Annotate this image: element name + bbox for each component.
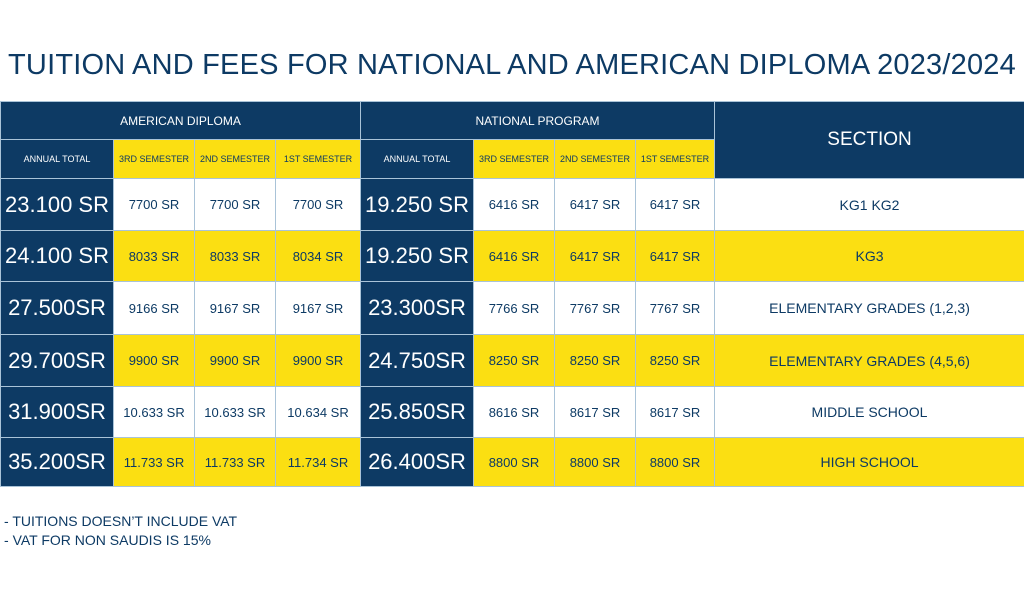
american-2nd-semester-cell: 9900 SR (194, 334, 276, 387)
national-3rd-semester-cell: 6416 SR (473, 230, 555, 282)
american-1st-semester-cell: 9167 SR (275, 281, 361, 335)
national-2nd-semester-cell: 8800 SR (554, 437, 636, 487)
group-header-row: AMERICAN DIPLOMA NATIONAL PROGRAM SECTIO… (0, 101, 1024, 179)
national-1st-semester-cell: 6417 SR (634, 178, 716, 231)
note-vat-rate: VAT FOR NON SAUDIS IS 15% (4, 531, 237, 550)
table-row: 27.500SR 9166 SR 9167 SR 9167 SR 23.300SR 776… (0, 281, 1024, 335)
american-diploma-header: AMERICAN DIPLOMA (0, 101, 361, 140)
national-3rd-semester-cell: 8250 SR (473, 334, 555, 387)
american-1st-semester-header: 1ST SEMESTER (275, 139, 361, 179)
notes-list: TUITIONS DOESN’T INCLUDE VAT VAT FOR NON… (4, 512, 237, 550)
section-name-cell: MIDDLE SCHOOL (714, 386, 1024, 438)
section-name-cell: KG1 KG2 (714, 178, 1024, 231)
section-name-cell: KG3 (714, 230, 1024, 282)
national-annual-total-cell: 19.250 SR (360, 230, 474, 282)
national-3rd-semester-cell: 8616 SR (473, 386, 555, 438)
national-program-header: NATIONAL PROGRAM (359, 101, 716, 140)
american-annual-total-header: ANNUAL TOTAL (0, 139, 114, 179)
american-annual-total-cell: 29.700SR (0, 334, 114, 387)
national-1st-semester-cell: 8800 SR (634, 437, 716, 487)
american-2nd-semester-cell: 10.633 SR (194, 386, 276, 438)
american-3rd-semester-cell: 8033 SR (113, 230, 195, 282)
section-header: SECTION (714, 101, 1024, 179)
table-row: 35.200SR 11.733 SR 11.733 SR 11.734 SR 26.40… (0, 437, 1024, 487)
american-1st-semester-cell: 10.634 SR (275, 386, 361, 438)
american-annual-total-cell: 31.900SR (0, 386, 114, 438)
national-2nd-semester-cell: 6417 SR (554, 230, 636, 282)
page-title: TUITION AND FEES FOR NATIONAL AND AMERIC… (8, 49, 1016, 81)
national-2nd-semester-cell: 6417 SR (554, 178, 636, 231)
american-1st-semester-cell: 8034 SR (275, 230, 361, 282)
american-2nd-semester-cell: 11.733 SR (194, 437, 276, 487)
column-header-row: ANNUAL TOTAL 3RD SEMESTER 2ND SEMESTER 1… (0, 139, 1024, 179)
american-2nd-semester-cell: 9167 SR (194, 281, 276, 335)
national-annual-total-cell: 25.850SR (360, 386, 474, 438)
american-1st-semester-cell: 9900 SR (275, 334, 361, 387)
national-1st-semester-cell: 6417 SR (634, 230, 716, 282)
american-2nd-semester-header: 2ND SEMESTER (194, 139, 276, 179)
american-1st-semester-cell: 7700 SR (275, 178, 361, 231)
american-annual-total-cell: 24.100 SR (0, 230, 114, 282)
table-row: 31.900SR 10.633 SR 10.633 SR 10.634 SR 25.85… (0, 386, 1024, 438)
national-1st-semester-cell: 8250 SR (634, 334, 716, 387)
american-2nd-semester-cell: 8033 SR (194, 230, 276, 282)
american-3rd-semester-cell: 11.733 SR (113, 437, 195, 487)
national-3rd-semester-header: 3RD SEMESTER (473, 139, 555, 179)
note-vat-excluded: TUITIONS DOESN’T INCLUDE VAT (4, 512, 237, 531)
table-row: 29.700SR 9900 SR 9900 SR 9900 SR 24.750SR 825… (0, 334, 1024, 387)
american-3rd-semester-cell: 9166 SR (113, 281, 195, 335)
national-3rd-semester-cell: 6416 SR (473, 178, 555, 231)
national-annual-total-cell: 26.400SR (360, 437, 474, 487)
national-annual-total-cell: 23.300SR (360, 281, 474, 335)
american-annual-total-cell: 35.200SR (0, 437, 114, 487)
american-3rd-semester-header: 3RD SEMESTER (113, 139, 195, 179)
american-3rd-semester-cell: 9900 SR (113, 334, 195, 387)
national-annual-total-cell: 24.750SR (360, 334, 474, 387)
section-name-cell: HIGH SCHOOL (714, 437, 1024, 487)
national-annual-total-header: ANNUAL TOTAL (360, 139, 474, 179)
section-name-cell: ELEMENTARY GRADES (4,5,6) (714, 334, 1024, 387)
national-3rd-semester-cell: 8800 SR (473, 437, 555, 487)
american-2nd-semester-cell: 7700 SR (194, 178, 276, 231)
national-2nd-semester-cell: 7767 SR (554, 281, 636, 335)
tuition-table: AMERICAN DIPLOMA NATIONAL PROGRAM SECTIO… (0, 101, 1024, 487)
national-2nd-semester-cell: 8250 SR (554, 334, 636, 387)
national-1st-semester-cell: 7767 SR (634, 281, 716, 335)
section-name-cell: ELEMENTARY GRADES (1,2,3) (714, 281, 1024, 335)
american-3rd-semester-cell: 10.633 SR (113, 386, 195, 438)
american-annual-total-cell: 23.100 SR (0, 178, 114, 231)
table-row: 23.100 SR 7700 SR 7700 SR 7700 SR 19.250 SR 6… (0, 178, 1024, 231)
american-3rd-semester-cell: 7700 SR (113, 178, 195, 231)
national-1st-semester-cell: 8617 SR (634, 386, 716, 438)
national-3rd-semester-cell: 7766 SR (473, 281, 555, 335)
national-annual-total-cell: 19.250 SR (360, 178, 474, 231)
table-row: 24.100 SR 8033 SR 8033 SR 8034 SR 19.250 SR 6… (0, 230, 1024, 282)
american-1st-semester-cell: 11.734 SR (275, 437, 361, 487)
national-2nd-semester-cell: 8617 SR (554, 386, 636, 438)
national-2nd-semester-header: 2ND SEMESTER (554, 139, 636, 179)
american-annual-total-cell: 27.500SR (0, 281, 114, 335)
national-1st-semester-header: 1ST SEMESTER (634, 139, 716, 179)
